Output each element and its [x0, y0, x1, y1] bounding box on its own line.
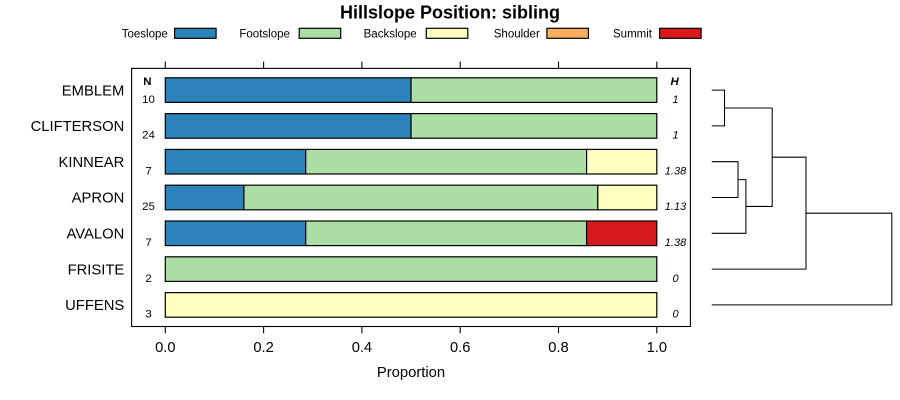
svg-text:Footslope: Footslope — [239, 29, 290, 41]
svg-text:AVALON: AVALON — [66, 227, 124, 243]
svg-text:25: 25 — [142, 201, 155, 213]
svg-text:1.13: 1.13 — [665, 201, 687, 213]
svg-text:EMBLEM: EMBLEM — [62, 83, 125, 99]
svg-text:1.0: 1.0 — [647, 340, 667, 356]
svg-text:0.8: 0.8 — [548, 340, 568, 356]
svg-text:7: 7 — [145, 165, 151, 177]
svg-text:1: 1 — [672, 130, 678, 142]
svg-text:10: 10 — [142, 94, 155, 106]
svg-text:1: 1 — [672, 94, 678, 106]
svg-text:Proportion: Proportion — [377, 365, 445, 381]
svg-text:0.2: 0.2 — [253, 340, 273, 356]
svg-text:Shoulder: Shoulder — [494, 29, 540, 41]
svg-text:KINNEAR: KINNEAR — [59, 155, 125, 171]
svg-text:N: N — [143, 76, 151, 88]
svg-text:2: 2 — [145, 273, 151, 285]
svg-text:0: 0 — [672, 273, 679, 285]
svg-text:7: 7 — [145, 237, 151, 249]
svg-text:24: 24 — [142, 130, 155, 142]
svg-text:0.6: 0.6 — [450, 340, 470, 356]
svg-text:Summit: Summit — [613, 29, 653, 41]
svg-text:Toeslope: Toeslope — [122, 29, 168, 41]
svg-text:0.4: 0.4 — [352, 340, 372, 356]
svg-text:3: 3 — [145, 309, 151, 321]
svg-text:CLIFTERSON: CLIFTERSON — [31, 119, 125, 135]
svg-text:Hillslope Position: sibling: Hillslope Position: sibling — [340, 2, 560, 22]
svg-text:0.0: 0.0 — [155, 340, 175, 356]
svg-text:1.38: 1.38 — [665, 237, 687, 249]
svg-text:FRISITE: FRISITE — [68, 262, 125, 278]
svg-text:1.38: 1.38 — [665, 165, 687, 177]
svg-text:0: 0 — [672, 309, 679, 321]
svg-text:Backslope: Backslope — [364, 29, 417, 41]
svg-text:APRON: APRON — [72, 191, 125, 207]
svg-text:H: H — [670, 76, 679, 88]
svg-text:UFFENS: UFFENS — [65, 298, 124, 314]
